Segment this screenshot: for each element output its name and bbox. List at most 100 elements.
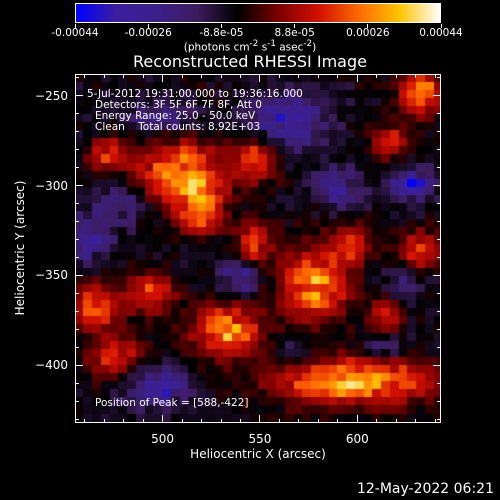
y-major-tick — [75, 95, 83, 97]
y-minor-tick — [75, 292, 79, 294]
y-major-tick-right — [433, 364, 441, 366]
x-minor-tick — [434, 419, 436, 423]
x-minor-tick-top — [84, 74, 86, 78]
y-minor-tick-right — [437, 167, 441, 169]
x-tick-label: 600 — [345, 432, 369, 446]
y-minor-tick-right — [437, 149, 441, 151]
y-minor-tick — [75, 382, 79, 384]
y-major-tick — [75, 185, 83, 187]
y-minor-tick — [75, 346, 79, 348]
y-minor-tick — [75, 328, 79, 330]
x-minor-tick-top — [103, 74, 105, 78]
x-minor-tick-top — [337, 74, 339, 78]
x-minor-tick-top — [317, 74, 319, 78]
y-minor-tick-right — [437, 346, 441, 348]
y-minor-tick — [75, 256, 79, 258]
x-minor-tick-top — [278, 74, 280, 78]
y-tick-label: −350 — [35, 268, 68, 283]
x-minor-tick-top — [123, 74, 125, 78]
x-minor-tick — [395, 419, 397, 423]
x-tick-label: 500 — [151, 432, 175, 446]
x-minor-tick-top — [181, 74, 183, 78]
y-major-tick-right — [433, 95, 441, 97]
colorbar-tick — [294, 24, 296, 28]
x-minor-tick-top — [395, 74, 397, 78]
info-clean-counts: Clean Total counts: 8.92E+03 — [95, 121, 261, 133]
info-energy-range: Energy Range: 25.0 - 50.0 keV — [95, 110, 256, 122]
x-minor-tick-top — [434, 74, 436, 78]
colorbar-tick-label: -0.00044 — [51, 27, 99, 39]
x-minor-tick — [376, 419, 378, 423]
colorbar-units: (photons cm-2 s-1 asec-2) — [183, 39, 317, 54]
x-major-tick — [259, 415, 261, 423]
x-minor-tick-top — [376, 74, 378, 78]
x-minor-tick-top — [142, 74, 144, 78]
colorbar-tick-label: 0.00026 — [346, 27, 390, 39]
x-major-tick-top — [162, 74, 164, 82]
y-minor-tick-right — [437, 292, 441, 294]
y-major-tick — [75, 274, 83, 276]
x-major-tick — [356, 415, 358, 423]
x-major-tick-top — [356, 74, 358, 82]
y-major-tick — [75, 364, 83, 366]
colorbar-tick-label: -0.00026 — [124, 27, 172, 39]
y-minor-tick-right — [437, 239, 441, 240]
y-minor-tick-right — [437, 310, 441, 312]
y-minor-tick-right — [437, 382, 441, 384]
colorbar-tick — [220, 24, 222, 28]
x-minor-tick — [142, 419, 144, 423]
y-minor-tick — [75, 149, 79, 151]
colorbar-tick-label: -8.8e-05 — [199, 27, 244, 39]
x-minor-tick — [181, 419, 183, 423]
y-minor-tick-right — [437, 400, 441, 402]
heatmap-image — [75, 74, 441, 423]
colorbar-tick — [147, 24, 149, 28]
x-minor-tick-top — [415, 74, 417, 78]
colorbar-tick-label: 8.8e-05 — [274, 27, 315, 39]
x-major-tick-top — [259, 74, 261, 82]
y-major-tick-right — [433, 185, 441, 187]
x-minor-tick — [415, 419, 417, 423]
y-minor-tick — [75, 77, 79, 79]
x-minor-tick — [278, 419, 280, 423]
x-minor-tick — [317, 419, 319, 423]
y-minor-tick — [75, 310, 79, 312]
y-minor-tick — [75, 113, 79, 115]
y-minor-tick-right — [437, 113, 441, 115]
y-axis-label: Heliocentric Y (arcsec) — [13, 180, 27, 316]
y-minor-tick-right — [437, 221, 441, 222]
info-detectors: Detectors: 3F 5F 6F 7F 8F, Att 0 — [95, 99, 262, 111]
y-minor-tick — [75, 203, 79, 205]
x-minor-tick — [239, 419, 241, 423]
render-timestamp: 12-May-2022 06:21 — [356, 481, 494, 497]
y-minor-tick — [75, 418, 79, 420]
y-minor-tick — [75, 221, 79, 222]
y-tick-label: −400 — [35, 358, 68, 373]
x-axis-label: Heliocentric X (arcsec) — [190, 447, 326, 461]
y-minor-tick — [75, 400, 79, 402]
x-minor-tick — [220, 419, 222, 423]
y-tick-label: −300 — [35, 178, 68, 193]
x-minor-tick — [123, 419, 125, 423]
colorbar-tick — [440, 24, 442, 28]
x-minor-tick — [337, 419, 339, 423]
y-minor-tick — [75, 239, 79, 240]
y-minor-tick — [75, 131, 79, 133]
y-tick-label: −250 — [35, 88, 68, 103]
x-minor-tick-top — [239, 74, 241, 78]
y-minor-tick-right — [437, 418, 441, 420]
y-minor-tick-right — [437, 256, 441, 258]
chart-title: Reconstructed RHESSI Image — [133, 52, 367, 71]
y-major-tick-right — [433, 274, 441, 276]
y-minor-tick-right — [437, 131, 441, 133]
y-minor-tick — [75, 167, 79, 169]
x-tick-label: 550 — [248, 432, 272, 446]
x-minor-tick-top — [298, 74, 300, 78]
x-minor-tick — [201, 419, 203, 423]
y-minor-tick-right — [437, 203, 441, 205]
x-minor-tick — [103, 419, 105, 423]
x-minor-tick — [84, 419, 86, 423]
colorbar-tick-label: 0.00044 — [419, 27, 463, 39]
colorbar — [75, 3, 441, 23]
